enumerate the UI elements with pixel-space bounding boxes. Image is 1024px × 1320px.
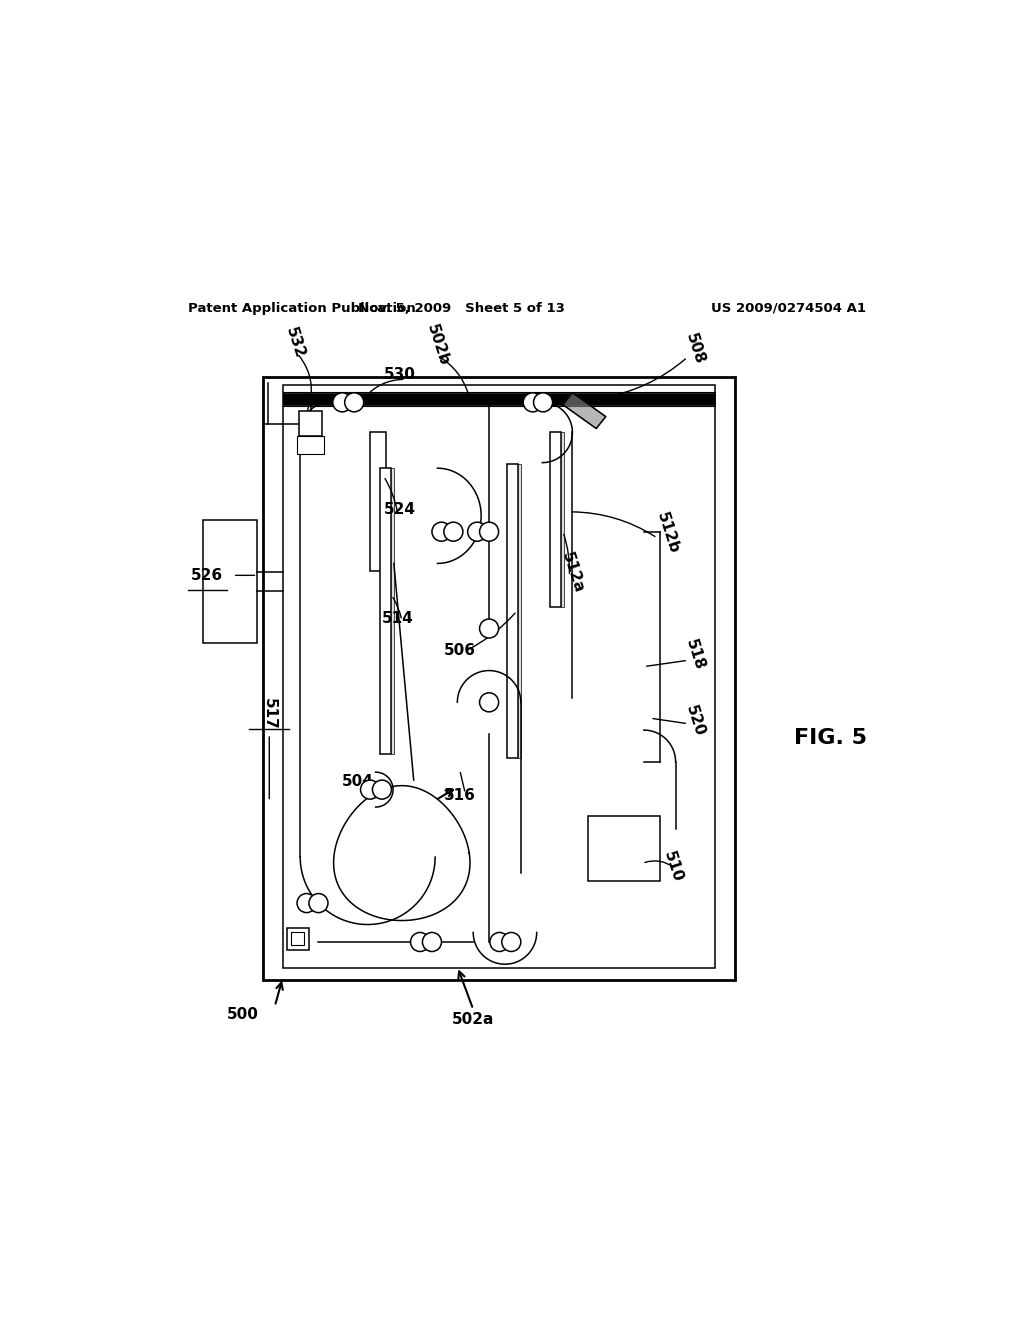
Circle shape [479,619,499,638]
Bar [588,816,659,880]
Bar [370,433,386,572]
Text: 506: 506 [443,643,476,659]
Circle shape [345,393,364,412]
Circle shape [443,523,463,541]
Text: 520: 520 [683,704,708,738]
Text: US 2009/0274504 A1: US 2009/0274504 A1 [711,301,866,314]
Circle shape [411,932,430,952]
Circle shape [489,932,509,952]
Circle shape [373,780,391,799]
Text: 512b: 512b [654,511,681,556]
Text: 530: 530 [383,367,416,381]
Circle shape [360,780,380,799]
Bar [560,433,563,607]
Text: 502a: 502a [452,1012,495,1027]
Text: 512a: 512a [559,550,586,595]
Text: 524: 524 [383,502,416,517]
Bar [297,437,324,454]
Bar [391,469,394,754]
Bar [204,520,257,643]
Circle shape [502,932,521,952]
Circle shape [479,693,499,711]
Polygon shape [563,393,606,429]
Text: 516: 516 [443,788,476,803]
Circle shape [297,894,316,912]
Text: 502b: 502b [424,322,452,368]
Bar [507,465,518,758]
Text: 504: 504 [342,774,374,789]
Bar [287,928,309,950]
Circle shape [523,393,543,412]
Bar [518,465,521,758]
Bar [283,385,715,968]
Text: FIG. 5: FIG. 5 [794,729,867,748]
Text: 526: 526 [191,568,223,583]
Bar [283,393,715,405]
Text: Patent Application Publication: Patent Application Publication [187,301,416,314]
Bar [292,932,304,945]
Circle shape [534,393,553,412]
Text: Nov. 5, 2009   Sheet 5 of 13: Nov. 5, 2009 Sheet 5 of 13 [357,301,565,314]
Bar [263,378,735,979]
Text: 517: 517 [262,698,276,730]
Text: 500: 500 [227,1007,259,1022]
Bar [380,469,391,754]
Bar [550,433,560,607]
Circle shape [309,894,328,912]
Circle shape [468,523,486,541]
Text: 532: 532 [283,325,307,360]
Text: 508: 508 [683,331,708,367]
Text: 518: 518 [683,638,708,672]
Circle shape [479,523,499,541]
Bar [299,411,323,437]
Text: 514: 514 [382,611,414,627]
Circle shape [333,393,352,412]
Text: 510: 510 [662,849,685,884]
Circle shape [423,932,441,952]
Circle shape [432,523,451,541]
